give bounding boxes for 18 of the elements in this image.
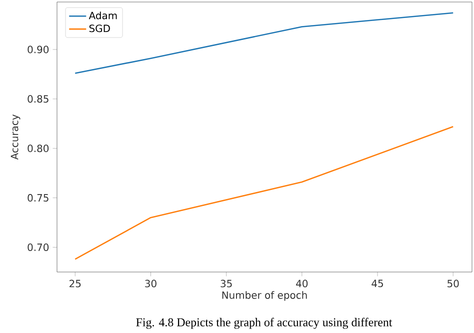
y-tick-label: 0.80 xyxy=(28,144,49,152)
legend-label: SGD xyxy=(89,24,110,32)
x-tick-label: 35 xyxy=(220,280,232,288)
x-tick-label: 40 xyxy=(296,280,308,288)
y-axis-title: Accuracy xyxy=(10,114,20,160)
line-series xyxy=(74,126,454,260)
caption: Fig. 4.8 Depicts the graph of accuracy using different xyxy=(136,318,392,329)
legend-label: Adam xyxy=(88,12,117,20)
y-tick-label: 0.90 xyxy=(28,46,49,54)
line-series xyxy=(74,12,454,74)
x-tick-label: 30 xyxy=(145,280,156,288)
y-tick-label: 0.75 xyxy=(28,194,48,202)
x-axis-title: Number of epoch xyxy=(222,291,307,301)
y-tick-label: 0.85 xyxy=(28,95,48,103)
x-tick-label: 45 xyxy=(372,280,383,288)
x-tick-label: 50 xyxy=(448,280,459,288)
y-tick-label: 0.70 xyxy=(28,243,49,252)
x-tick-label: 25 xyxy=(70,280,81,288)
